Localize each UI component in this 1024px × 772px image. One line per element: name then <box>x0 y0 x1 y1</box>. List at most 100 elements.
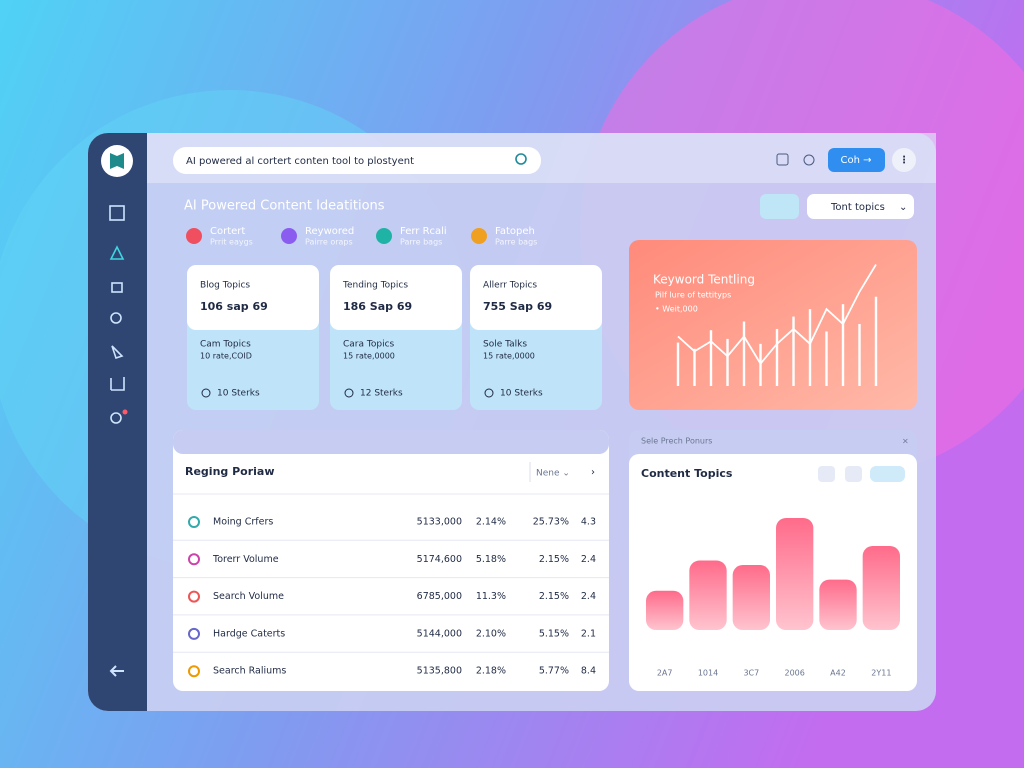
close[interactable]: × <box>902 437 909 446</box>
keyword-subtitle: Pilf lure of tettityps <box>655 291 731 300</box>
legend-dot <box>376 228 392 244</box>
cell: 5.15% <box>539 628 569 639</box>
row-icon <box>188 627 200 640</box>
cell: Search Raliums <box>213 666 286 677</box>
table-panel <box>173 430 609 691</box>
cell: 25.73% <box>533 517 569 528</box>
row-icon <box>188 590 200 603</box>
content-title: Content Topics <box>641 467 733 480</box>
cell: 2.18% <box>476 666 506 677</box>
trend-bar <box>808 309 812 386</box>
legend-sub: Parre bags <box>400 238 442 247</box>
select[interactable] <box>807 194 914 219</box>
page-heading: AI Powered Content Ideatitions <box>184 199 385 214</box>
cell: 5.77% <box>539 666 569 677</box>
nav-icon[interactable] <box>111 282 123 293</box>
card-top <box>187 265 319 330</box>
legend-title: Fatopeh <box>495 226 535 237</box>
topic-label: 2A7 <box>657 669 673 678</box>
cell: 5135,800 <box>417 666 462 677</box>
card-sub-value: 10 rate,COID <box>200 352 252 361</box>
card-footer: 12 Sterks <box>360 389 403 399</box>
icon-button[interactable] <box>776 153 789 166</box>
trend-bar <box>676 342 680 386</box>
cell: 2.10% <box>476 628 506 639</box>
nav-icon[interactable] <box>110 312 122 324</box>
cell: 2.14% <box>476 517 506 528</box>
topic-bar <box>819 579 857 630</box>
card-sub-value: 15 rate,0000 <box>483 352 535 361</box>
table-filter[interactable]: Nene ⌄ <box>536 469 570 479</box>
card-sub-title: Cara Topics <box>343 340 395 350</box>
cell: 8.4 <box>581 666 596 677</box>
nav-icon[interactable] <box>109 205 125 221</box>
content-strip: Sele Prech Ponurs <box>641 437 712 446</box>
topic-label: 1014 <box>698 669 718 678</box>
card-title: Allerr Topics <box>483 281 537 291</box>
trend-bar <box>726 338 729 386</box>
table-next[interactable]: › <box>591 467 595 478</box>
icon-button[interactable] <box>845 466 862 482</box>
cell: 2.15% <box>539 591 569 602</box>
cell: Hardge Caterts <box>213 628 285 639</box>
cell: 6785,000 <box>417 591 462 602</box>
icon-button[interactable] <box>870 466 905 482</box>
card-sub-title: Sole Talks <box>483 340 527 350</box>
cell: 2.1 <box>581 628 596 639</box>
card-value: 186 Sap 69 <box>343 300 412 313</box>
topic-label: 2006 <box>784 669 804 678</box>
card-footer-icon <box>484 388 494 398</box>
table-strip <box>173 430 609 454</box>
row-icon <box>188 553 200 566</box>
legend-title: Cortert <box>210 226 245 237</box>
trend-line <box>677 264 877 366</box>
trend-bar <box>775 328 779 386</box>
nav-back[interactable] <box>109 665 124 677</box>
card-top <box>330 265 462 330</box>
nav-icon[interactable] <box>109 245 125 260</box>
topic-label: 2Y11 <box>871 669 891 678</box>
trend-bar <box>874 296 878 386</box>
nav-icon[interactable] <box>110 412 122 424</box>
icon-button[interactable] <box>818 466 835 482</box>
logo-mark <box>110 153 124 169</box>
topic-bar <box>776 518 814 630</box>
content-card <box>629 454 917 691</box>
legend-dot <box>186 228 202 244</box>
search-placeholder: AI powered al cortert conten tool to plo… <box>186 156 414 167</box>
search-box[interactable] <box>173 147 541 174</box>
cell: 2.15% <box>539 554 569 565</box>
legend-sub: Pairre oraps <box>305 238 353 247</box>
nav-icon[interactable] <box>111 345 124 360</box>
filter-button[interactable] <box>760 194 799 219</box>
trend-bar <box>693 348 696 386</box>
nav-icon[interactable] <box>110 377 125 391</box>
card-footer: 10 Sterks <box>500 389 543 399</box>
select-label: Tont topics <box>830 202 885 213</box>
card-sub-value: 15 rate,0000 <box>343 352 395 361</box>
cell: 4.3 <box>581 517 596 528</box>
card-title: Blog Topics <box>200 281 250 291</box>
row-icon <box>188 665 200 678</box>
trend-bar <box>792 316 795 386</box>
menu-button[interactable] <box>892 148 916 172</box>
cell: 5.18% <box>476 554 506 565</box>
cell: 11.3% <box>476 591 506 602</box>
search-icon[interactable] <box>515 153 527 165</box>
icon-button[interactable] <box>803 154 815 166</box>
topic-bar <box>732 565 770 630</box>
card-footer-icon <box>201 388 211 398</box>
cell: Moing Crfers <box>213 517 273 528</box>
select-chevron: ⌄ <box>899 202 907 213</box>
legend-dot <box>471 228 487 244</box>
table-title: Reging Poriaw <box>185 465 275 478</box>
card-footer: 10 Sterks <box>217 389 260 399</box>
legend-title: Reywored <box>305 226 354 237</box>
keyword-panel <box>629 240 917 410</box>
keyword-note: • Weit,000 <box>655 305 698 314</box>
card-title: Tending Topics <box>342 281 408 291</box>
menu-dots: ⋮ <box>899 155 909 166</box>
legend-sub: Parre bags <box>495 238 537 247</box>
primary-button[interactable] <box>828 148 885 172</box>
